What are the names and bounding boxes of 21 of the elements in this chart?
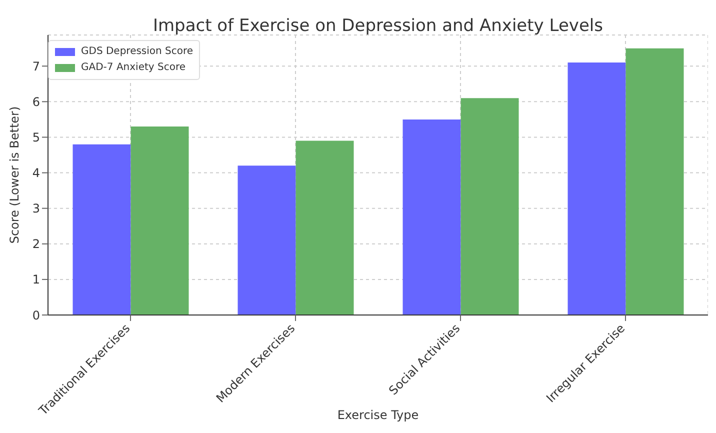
bar (296, 140, 354, 315)
bar (460, 98, 519, 315)
bar (130, 126, 189, 315)
y-tick-label: 6 (32, 94, 40, 109)
bar (72, 144, 131, 315)
y-tick-label: 7 (32, 59, 40, 74)
y-tick-label: 0 (32, 308, 40, 322)
bar (568, 62, 626, 315)
y-tick-label: 3 (32, 202, 40, 216)
bar (238, 166, 296, 315)
chart-title: Impact of Exercise on Depression and Anxiety Levels (152, 16, 604, 36)
y-tick-label: 5 (32, 130, 40, 144)
y-axis-title: Score (Lower is Better) (7, 106, 22, 244)
y-tick-label: 4 (32, 166, 40, 180)
legend-label: GDS Depression Score (81, 45, 194, 59)
legend-label: GAD-7 Anxiety Score (81, 61, 186, 75)
bar (626, 48, 684, 315)
x-axis-title: Exercise Type (337, 408, 419, 422)
y-tick-label: 1 (32, 272, 40, 287)
bar (402, 119, 461, 315)
y-tick-label: 2 (32, 237, 40, 252)
